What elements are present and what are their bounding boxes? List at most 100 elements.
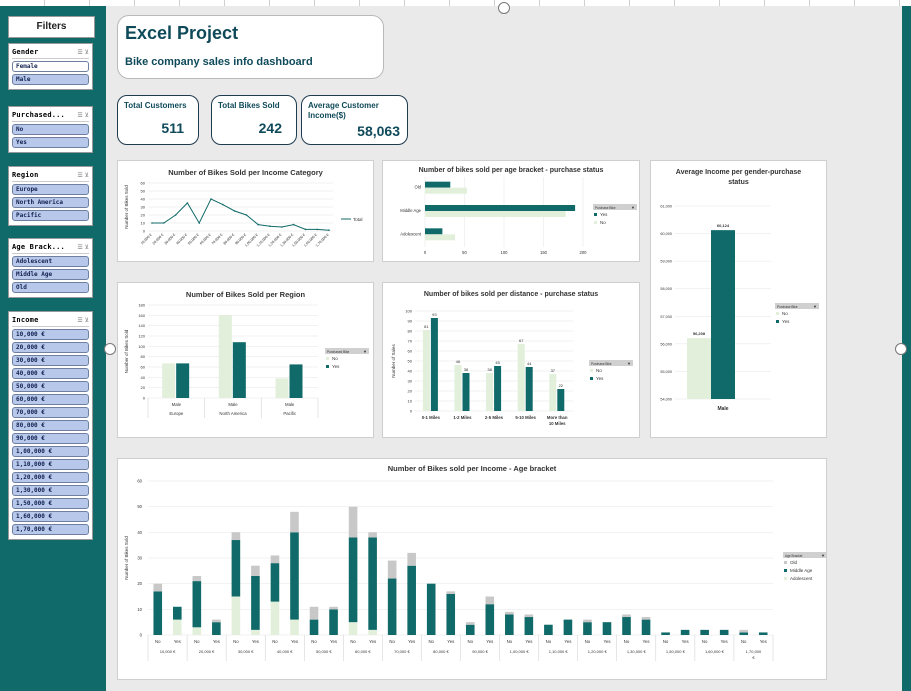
legend-entry: Old: [790, 560, 798, 565]
x-tick-label: Yes: [603, 639, 610, 644]
slicer-item[interactable]: 30,000 €: [12, 355, 89, 366]
data-point: [210, 198, 212, 200]
slicer-item[interactable]: North America: [12, 197, 89, 208]
x-group-label: 1,20,000 €: [588, 649, 608, 654]
stacked-bar-middle-age: [212, 622, 221, 635]
slicer-item[interactable]: 20,000 €: [12, 342, 89, 353]
legend-title: Purchase Bike: [591, 362, 612, 366]
x-group-label: North America: [219, 411, 247, 416]
x-tick-label: No: [311, 639, 317, 644]
y-tick-label: 120: [138, 334, 145, 339]
slicer-item[interactable]: 1,50,000 €: [12, 498, 89, 509]
kpi-label: Average Customer Income($): [308, 101, 379, 120]
bar-yes: [557, 389, 565, 411]
y-tick-label: 160: [138, 313, 145, 318]
data-point: [163, 222, 165, 224]
slicer-item[interactable]: 40,000 €: [12, 368, 89, 379]
multiselect-clear-filter-icon[interactable]: ☰ ⊻: [77, 243, 89, 251]
slicer-item[interactable]: Europe: [12, 184, 89, 195]
slicer-item[interactable]: Pacific: [12, 210, 89, 221]
slicer-item[interactable]: Yes: [12, 137, 89, 148]
slicer-item[interactable]: 10,000 €: [12, 329, 89, 340]
chart-income-category[interactable]: Number of Bikes Sold per Income Category…: [117, 160, 374, 262]
slicer-item[interactable]: No: [12, 124, 89, 135]
slicer-region: Region ☰ ⊻ Europe North America Pacific: [8, 166, 93, 226]
slicer-item[interactable]: Male: [12, 74, 89, 85]
data-point: [281, 226, 283, 228]
x-tick-label: 0-1 Miles: [422, 415, 441, 420]
slicer-item[interactable]: 1,30,000 €: [12, 485, 89, 496]
slicer-item[interactable]: Female: [12, 61, 89, 72]
y-tick-label: 59,000: [660, 260, 672, 264]
data-label: 37: [551, 368, 556, 373]
multiselect-clear-filter-icon[interactable]: ☰ ⊻: [77, 111, 89, 119]
resize-handle[interactable]: [895, 343, 907, 355]
slicer-header: Age Brack... ☰ ⊻: [12, 241, 89, 254]
y-tick-label: 50: [141, 189, 146, 194]
y-tick-label: 140: [138, 323, 145, 328]
chart-age-bracket[interactable]: Number of bikes sold per age bracket - p…: [382, 160, 640, 262]
title-card: Excel Project Bike company sales info da…: [117, 15, 384, 79]
slicer-item[interactable]: 60,000 €: [12, 394, 89, 405]
x-tick-label: 150: [540, 250, 548, 255]
slicer-item[interactable]: 70,000 €: [12, 407, 89, 418]
slicer-gender: Gender ☰ ⊻ Female Male: [8, 43, 93, 90]
dropdown-icon: ▼: [627, 361, 631, 366]
x-group-label: 90,000 €: [472, 649, 488, 654]
y-tick-label: 60: [137, 479, 142, 484]
slicer-item[interactable]: 90,000 €: [12, 433, 89, 444]
x-tick-label: Yes: [447, 639, 454, 644]
chart-gender-income[interactable]: Average Income per gender-purchase status…: [650, 160, 827, 438]
y-axis-title: Number of Sales: [391, 343, 396, 377]
slicer-purchased: Purchased... ☰ ⊻ No Yes: [8, 106, 93, 153]
x-tick-label: Male: [172, 402, 182, 407]
stacked-bar-old: [505, 611, 514, 615]
data-label: 60,124: [717, 223, 730, 228]
x-tick-label: No: [272, 639, 278, 644]
stacked-bar-middle-age: [739, 632, 748, 635]
legend-swatch: [326, 357, 329, 360]
slicer-item[interactable]: 50,000 €: [12, 381, 89, 392]
chart-income-age-bracket[interactable]: Number of Bikes sold per Income - Age br…: [117, 458, 827, 680]
resize-handle[interactable]: [498, 2, 510, 14]
dropdown-icon: ▼: [631, 205, 635, 210]
stacked-bar-old: [329, 606, 338, 610]
slicer-item[interactable]: Adolescent: [12, 256, 89, 267]
data-point: [198, 222, 200, 224]
slicer-item[interactable]: Old: [12, 282, 89, 293]
slicer-item[interactable]: 80,000 €: [12, 420, 89, 431]
x-tick-label: 20,000 €: [152, 233, 165, 246]
bar-yes: [462, 373, 470, 411]
y-tick-label: 60,000: [660, 232, 672, 236]
stacked-bar-middle-age: [544, 624, 553, 635]
data-label: 93: [432, 312, 437, 317]
multiselect-clear-filter-icon[interactable]: ☰ ⊻: [77, 171, 89, 179]
stacked-bar-middle-age: [290, 532, 299, 620]
multiselect-clear-filter-icon[interactable]: ☰ ⊻: [77, 48, 89, 56]
x-group-label: 40,000 €: [277, 649, 293, 654]
chart-distance[interactable]: Number of bikes sold per distance - purc…: [382, 282, 640, 438]
legend-swatch: [590, 369, 593, 372]
y-tick-label: 20: [408, 389, 413, 394]
chart-region[interactable]: Number of Bikes Sold per Region 0 20 40 60 80…: [117, 282, 374, 438]
stacked-bar-old: [212, 619, 221, 623]
slicer-item[interactable]: 1,70,000 €: [12, 524, 89, 535]
stacked-bar-middle-age: [407, 565, 416, 635]
bar-yes: [711, 230, 735, 399]
multiselect-clear-filter-icon[interactable]: ☰ ⊻: [77, 316, 89, 324]
slicer-item[interactable]: 1,00,000 €: [12, 446, 89, 457]
slicer-item[interactable]: 1,20,000 €: [12, 472, 89, 483]
slicer-item[interactable]: Middle Age: [12, 269, 89, 280]
resize-handle[interactable]: [104, 343, 116, 355]
bar-no: [517, 344, 525, 411]
x-tick-label: No: [741, 639, 747, 644]
stacked-bar-old: [153, 583, 163, 592]
slicer-item[interactable]: 1,60,000 €: [12, 511, 89, 522]
stacked-bar-old: [446, 591, 456, 594]
stacked-bar-adolescent: [231, 596, 241, 635]
x-tick-label: 10,000 €: [140, 233, 153, 246]
y-tick-label: 30: [137, 556, 142, 561]
legend-swatch: [784, 561, 787, 564]
stacked-bar-old: [290, 511, 299, 533]
slicer-item[interactable]: 1,10,000 €: [12, 459, 89, 470]
